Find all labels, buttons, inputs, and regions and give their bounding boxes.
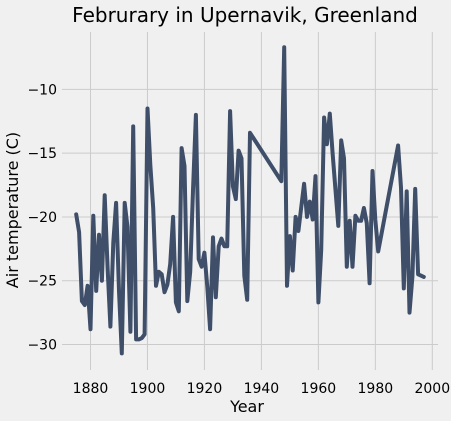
x-tick-label: 1920 xyxy=(187,381,223,397)
x-tick-label: 1880 xyxy=(73,381,109,397)
y-tick-label: −20 xyxy=(27,210,57,226)
y-tick-label: −15 xyxy=(27,146,57,162)
y-tick-label: −30 xyxy=(27,337,57,353)
y-tick-label: −25 xyxy=(27,274,57,290)
x-tick-label: 1940 xyxy=(244,381,280,397)
series-line xyxy=(74,45,426,356)
x-tick-label: 1980 xyxy=(358,381,394,397)
x-tick-label: 1900 xyxy=(130,381,166,397)
x-axis-label: Year xyxy=(229,397,264,416)
tick-labels: 1880 1900 1920 1940 1960 1980 2000 −30 −25 −20 −15… xyxy=(27,82,450,397)
x-tick-label: 2000 xyxy=(414,381,450,397)
y-tick-label: −10 xyxy=(27,82,57,98)
x-tick-label: 1960 xyxy=(301,381,337,397)
y-axis-label: Air temperature (C) xyxy=(3,132,22,288)
chart-title: Februrary in Upernavik, Greenland xyxy=(72,3,418,27)
